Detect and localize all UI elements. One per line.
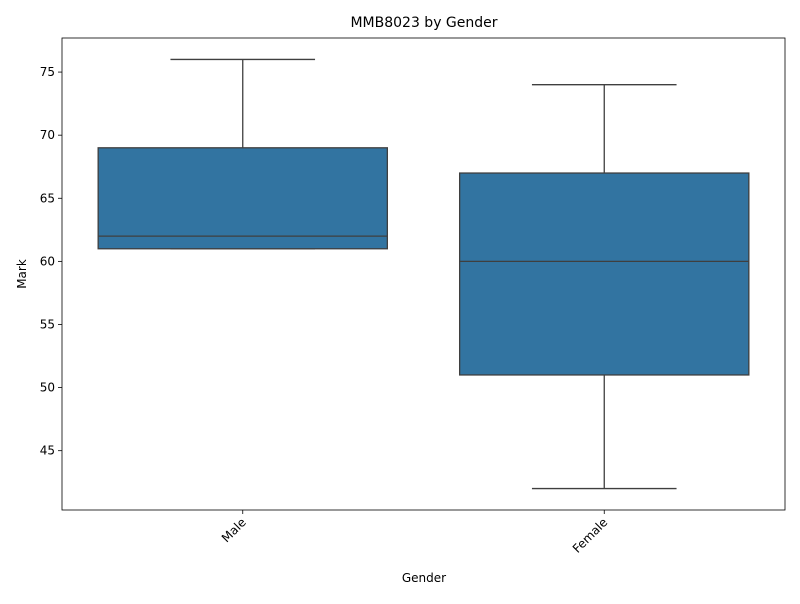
boxes-layer — [97, 58, 750, 490]
plot-frame — [61, 37, 786, 511]
box-male — [97, 147, 389, 250]
y-tick-label: 75 — [40, 65, 55, 79]
x-tick-label: Female — [570, 515, 611, 556]
x-axis-label: Gender — [402, 571, 446, 585]
box-group-female — [458, 84, 750, 490]
y-tick-label: 70 — [40, 128, 55, 142]
y-tick-label: 45 — [40, 444, 55, 458]
chart-title: MMB8023 by Gender — [350, 15, 497, 31]
x-tick-label: Male — [219, 515, 249, 545]
box-female — [458, 172, 750, 376]
y-tick-label: 60 — [40, 254, 55, 268]
y-tick-label: 50 — [40, 381, 55, 395]
box-group-male — [97, 58, 389, 250]
y-axis: 45 50 55 60 65 70 75 — [40, 65, 62, 458]
x-axis: Male Female — [219, 510, 611, 556]
y-tick-label: 55 — [40, 317, 55, 331]
y-axis-label: Mark — [15, 259, 29, 289]
y-tick-label: 65 — [40, 191, 55, 205]
